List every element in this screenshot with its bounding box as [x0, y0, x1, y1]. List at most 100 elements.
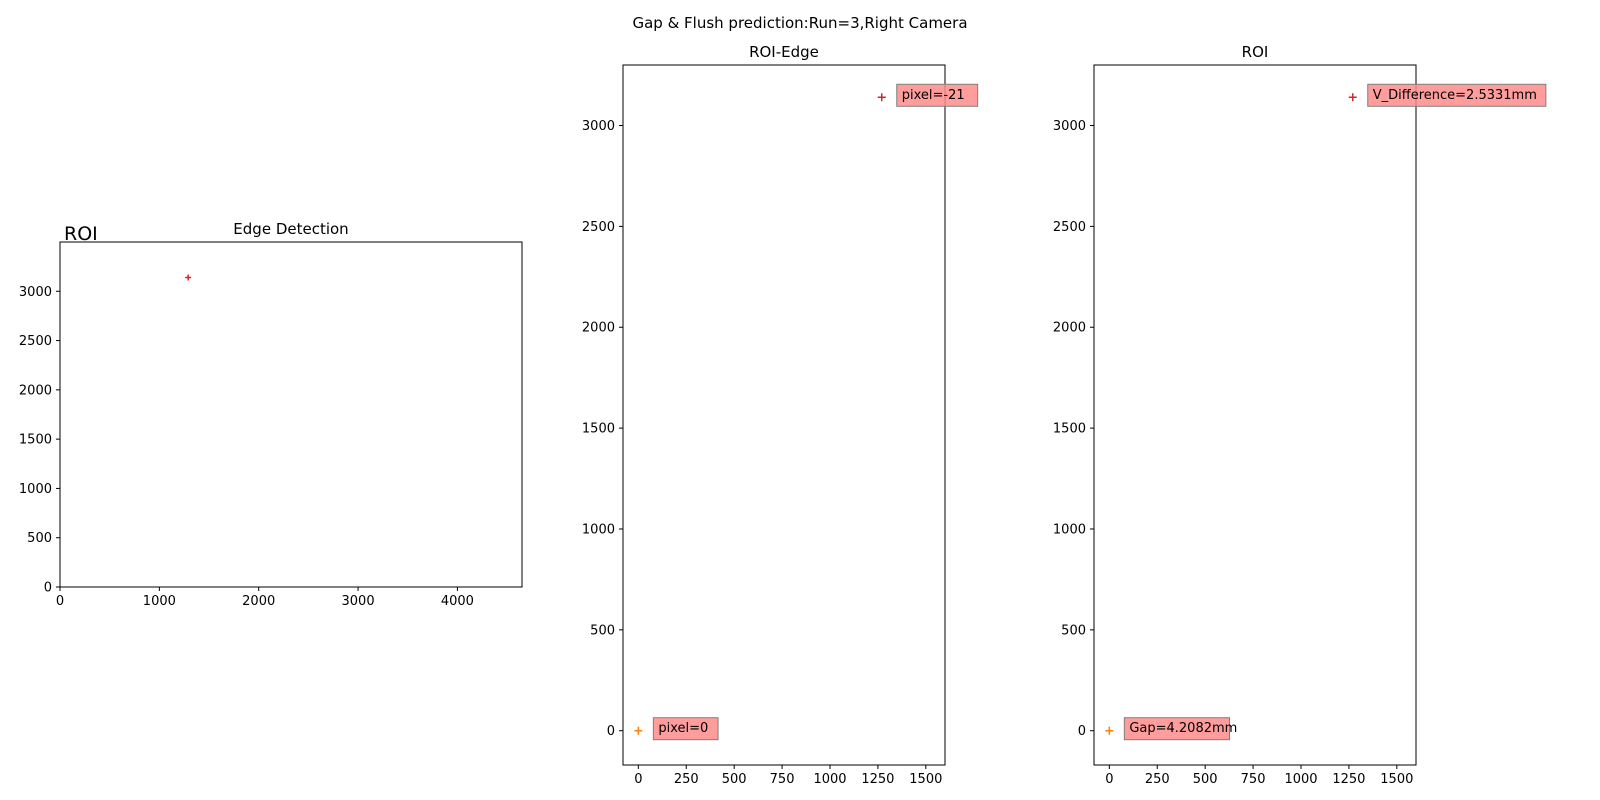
edge-streak	[251, 552, 299, 555]
edge-sweep	[638, 611, 945, 698]
edge-streak	[501, 380, 590, 398]
edge-streak	[911, 285, 1013, 364]
edge-streak	[519, 521, 576, 561]
edge-streak	[913, 609, 1006, 637]
edge-streak	[747, 501, 793, 525]
annotation-marker	[634, 726, 643, 735]
edge-streak	[87, 455, 166, 492]
edge-streak	[393, 532, 428, 534]
roi-image	[1109, 65, 1416, 717]
annotation-label: pixel=-21	[902, 88, 965, 103]
edge-detection-panel: Edge Detection ROI 0 1000 2000 3000 4000 0 50…	[19, 220, 607, 609]
y-tick-label: 1000	[19, 482, 52, 497]
edge-streak	[221, 412, 293, 447]
edge-streak	[870, 208, 947, 270]
edge-streak	[282, 489, 299, 509]
edge-streak	[244, 570, 347, 579]
edge-streak	[298, 489, 353, 530]
edge-streak	[784, 381, 877, 424]
edge-streak	[926, 270, 968, 281]
edge-streak	[431, 521, 458, 528]
marker-plus	[185, 274, 192, 281]
edge-streak	[750, 265, 783, 274]
annotation-label: Gap=4.2082mm	[1129, 721, 1237, 736]
edge-streak	[176, 479, 265, 510]
y-tick-label: 2000	[582, 321, 615, 336]
edge-streak	[233, 263, 264, 278]
edge-streak	[276, 262, 373, 308]
edge-streak	[896, 495, 934, 497]
edge-streak	[781, 729, 821, 730]
edge-streak	[312, 397, 368, 453]
edge-streak	[905, 436, 979, 442]
edge-streak	[172, 360, 293, 429]
x-tick-label: 750	[1241, 772, 1266, 787]
edge-streak	[139, 544, 189, 560]
edge-streak	[95, 311, 213, 320]
edge-streak	[900, 459, 955, 513]
edge-streak	[723, 382, 855, 461]
y-tick-label: 2500	[582, 220, 615, 235]
y-tick-label: 3000	[582, 119, 615, 134]
edge-streak	[643, 358, 662, 365]
edge-streak	[686, 399, 732, 417]
edge-sweep	[60, 397, 522, 545]
edge-detection-marker	[185, 274, 192, 281]
edge-streak	[716, 144, 855, 222]
edge-streak	[649, 348, 817, 363]
edge-streak	[321, 319, 361, 352]
roi-roof-rail	[1109, 638, 1416, 718]
roi-edge-panel: ROI-Edge pixel=0 pixel=-21 0 250 500 750 1000…	[582, 43, 1025, 787]
x-tick-label: 0	[56, 594, 64, 609]
edge-streak	[96, 481, 228, 497]
y-tick-label: 500	[1061, 623, 1086, 638]
edge-streak	[944, 370, 982, 383]
y-tick-label: 1500	[1053, 422, 1086, 437]
x-tick-label: 1500	[909, 772, 942, 787]
edge-streak	[213, 439, 328, 452]
edge-streak	[266, 488, 356, 530]
y-tick-label: 2000	[19, 383, 52, 398]
edge-streak	[860, 367, 914, 389]
edge-streak	[803, 231, 903, 256]
roi-y-axis: 0 500 1000 1500 2000 2500 3000	[1053, 119, 1094, 739]
annotation-label: V_Difference=2.5331mm	[1373, 88, 1537, 103]
x-tick-label: 0	[1105, 772, 1113, 787]
y-tick-label: 2500	[1053, 220, 1086, 235]
edge-streak	[828, 250, 863, 279]
edge-sweep	[638, 638, 945, 718]
edge-streak	[680, 648, 764, 653]
edge-streak	[845, 321, 913, 374]
edge-streak	[464, 444, 553, 494]
x-tick-label: 2000	[242, 594, 275, 609]
edge-streak	[676, 596, 766, 603]
edge-streak	[156, 421, 236, 505]
edge-streak	[853, 542, 941, 558]
edge-streak	[928, 240, 1025, 288]
edge-streak	[665, 659, 783, 726]
y-tick-label: 2000	[1053, 321, 1086, 336]
roi-panel: ROI Gap=4.2082mm V_Difference=2.5331mm 0 2…	[1053, 43, 1547, 787]
x-tick-label: 250	[1145, 772, 1170, 787]
edge-streak	[907, 302, 987, 319]
edge-sweep	[60, 432, 522, 570]
annotation-box	[896, 83, 979, 107]
y-tick-label: 1500	[582, 422, 615, 437]
edge-streak	[887, 276, 969, 354]
edge-streak	[65, 479, 83, 502]
edge-streak	[927, 691, 986, 694]
x-tick-label: 4000	[441, 594, 474, 609]
roi-edge-axes-frame	[622, 64, 946, 766]
edge-streak	[468, 284, 607, 290]
edge-streak	[353, 301, 427, 342]
edge-streak	[639, 165, 798, 175]
edge-streak	[77, 519, 98, 540]
edge-streak	[432, 494, 549, 551]
edge-streak	[503, 539, 607, 578]
edge-streak	[478, 516, 567, 568]
edge-streak	[858, 231, 959, 312]
edge-streak	[852, 450, 919, 517]
edge-streak	[857, 515, 1015, 522]
y-tick-label: 0	[44, 581, 52, 596]
y-tick-label: 0	[607, 724, 615, 739]
